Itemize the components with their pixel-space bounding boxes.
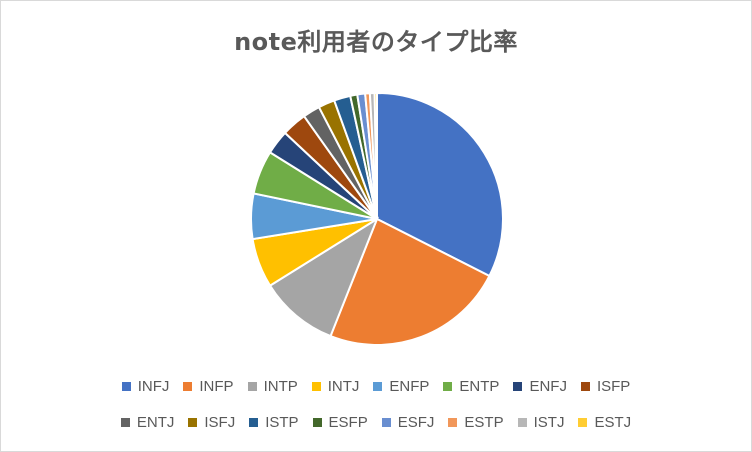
legend-item: ESTP xyxy=(448,414,504,431)
legend-swatch-icon xyxy=(578,418,588,427)
legend-label: ISTJ xyxy=(533,414,565,431)
legend-label: ENTJ xyxy=(136,414,175,431)
legend-label: ESFP xyxy=(328,414,368,431)
legend-item: ENFP xyxy=(373,378,429,395)
legend-label: ENFJ xyxy=(529,378,567,395)
legend-label: ESFJ xyxy=(397,414,435,431)
chart-title: note利用者のタイプ比率 xyxy=(234,28,518,56)
legend-row-2: ENTJ ISFJ ISTP ESFP ESFJ ESTP ISTJ ESTJ xyxy=(0,414,752,431)
legend-label: INTP xyxy=(263,378,298,395)
legend-label: ENTP xyxy=(459,378,500,395)
legend-item: ENTJ xyxy=(120,414,175,431)
legend-item: ESFJ xyxy=(381,414,435,431)
legend-label: INFP xyxy=(199,378,234,395)
legend-swatch-icon xyxy=(517,418,527,427)
legend-label: INFJ xyxy=(137,378,170,395)
legend-swatch-icon xyxy=(311,382,321,391)
legend-item: ISFJ xyxy=(188,414,235,431)
legend-item: ISFP xyxy=(580,378,631,395)
legend-swatch-icon xyxy=(448,418,458,427)
legend-item: INTJ xyxy=(311,378,360,395)
legend-item: ESFP xyxy=(312,414,368,431)
legend-label: INTJ xyxy=(327,378,360,395)
legend-swatch-icon xyxy=(120,418,130,427)
legend-label: ESTJ xyxy=(594,414,632,431)
legend-swatch-icon xyxy=(381,418,391,427)
legend-swatch-icon xyxy=(312,418,322,427)
legend-swatch-icon xyxy=(580,382,590,391)
legend-swatch-icon xyxy=(513,382,523,391)
legend-item: INTP xyxy=(247,378,298,395)
legend-swatch-icon xyxy=(249,418,259,427)
legend-label: ISFP xyxy=(596,378,631,395)
pie-slice-infp xyxy=(329,217,491,346)
legend-label: ISTP xyxy=(265,414,299,431)
legend-item: ISTJ xyxy=(517,414,565,431)
legend-swatch-icon xyxy=(247,382,257,391)
legend-item: INFP xyxy=(183,378,234,395)
legend-item: INFJ xyxy=(121,378,170,395)
pie-slice-infj xyxy=(376,91,504,278)
pie-slice-estj xyxy=(373,91,378,220)
legend-item: ESTJ xyxy=(578,414,631,431)
legend-swatch-icon xyxy=(183,382,193,391)
pie-slice-intp xyxy=(268,216,380,338)
legend-item: ISTP xyxy=(249,414,299,431)
legend-item: ENTP xyxy=(443,378,499,395)
legend-label: ENFP xyxy=(389,378,430,395)
legend-label: ISFJ xyxy=(204,414,236,431)
legend-swatch-icon xyxy=(373,382,383,391)
legend-swatch-icon xyxy=(443,382,453,391)
legend-row-1: INFJ INFP INTP INTJ ENFP ENTP ENFJ ISFP xyxy=(0,378,752,395)
legend-swatch-icon xyxy=(121,382,131,391)
legend-swatch-icon xyxy=(188,418,198,427)
legend-label: ESTP xyxy=(464,414,504,431)
legend-item: ENFJ xyxy=(513,378,567,395)
